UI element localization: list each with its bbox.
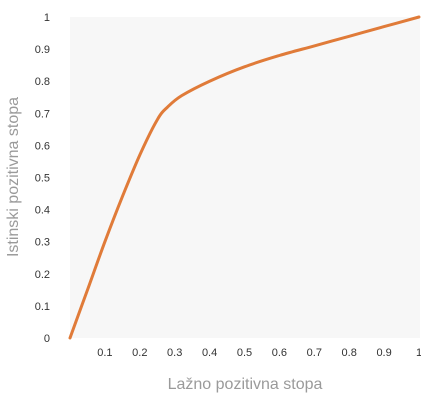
x-tick-label: 0.4 — [202, 347, 217, 359]
y-tick-label: 0.2 — [35, 269, 50, 281]
x-tick-label: 0.3 — [167, 347, 182, 359]
x-axis-label: Lažno pozitivna stopa — [168, 376, 323, 393]
x-tick-label: 0.7 — [307, 347, 322, 359]
y-tick-label: 0.5 — [35, 173, 50, 185]
y-tick-label: 0.8 — [35, 76, 50, 88]
y-axis-label: Istinski pozitivna stopa — [5, 97, 22, 257]
roc-curve-line — [68, 15, 421, 340]
y-tick-label: 0.6 — [35, 140, 50, 152]
y-tick-label: 0.3 — [35, 237, 50, 249]
y-tick-label: 0 — [44, 333, 50, 345]
y-tick-label: 0.1 — [35, 301, 50, 313]
y-tick-label: 0.9 — [35, 44, 50, 56]
y-tick-label: 1 — [44, 12, 50, 24]
y-tick-label: 0.7 — [35, 108, 50, 120]
x-tick-label: 0.9 — [376, 347, 391, 359]
x-tick-label: 0.5 — [237, 347, 252, 359]
x-tick-label: 0.1 — [97, 347, 112, 359]
x-tick-label: 0.8 — [342, 347, 357, 359]
y-tick-label: 0.4 — [35, 205, 50, 217]
plot-area — [70, 17, 420, 338]
x-tick-label: 0.2 — [132, 347, 147, 359]
x-tick-label: 1 — [416, 347, 421, 359]
x-axis-ticks: 0.1 0.2 0.3 0.4 0.5 0.6 0.7 0.8 0.9 1 — [97, 347, 421, 359]
x-tick-label: 0.6 — [272, 347, 287, 359]
y-axis-ticks: 0 0.1 0.2 0.3 0.4 0.5 0.6 0.7 0.8 0.9 1 — [35, 12, 50, 345]
